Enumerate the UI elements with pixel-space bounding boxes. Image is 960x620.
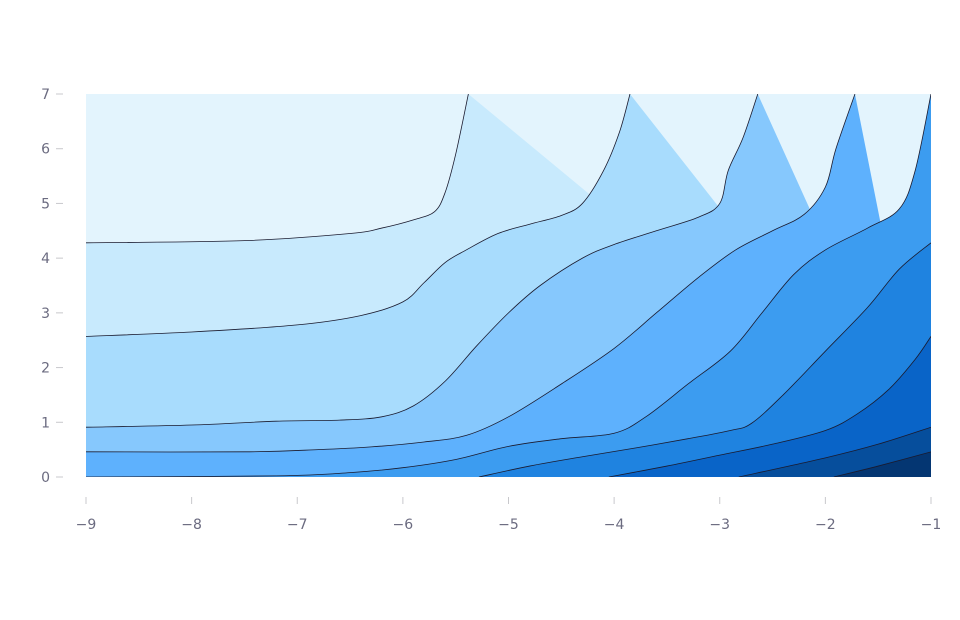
y-tick-label: 7 <box>41 87 50 103</box>
y-tick-label: 3 <box>41 306 50 322</box>
x-tick-label: −3 <box>709 517 730 533</box>
contour-line-6 <box>478 242 931 477</box>
y-tick-label: 6 <box>41 142 50 158</box>
y-tick-label: 1 <box>41 415 50 431</box>
contour-region-7 <box>608 336 931 477</box>
x-axis: −9 −8 −7 −6 −5 −4 −3 −2 −1 <box>76 497 942 533</box>
plot-area <box>86 94 931 477</box>
contour-line-5 <box>86 94 931 477</box>
x-tick-label: −7 <box>287 517 308 533</box>
x-tick-label: −8 <box>181 517 202 533</box>
y-tick-label: 0 <box>41 470 50 486</box>
contour-line-7 <box>608 336 931 477</box>
contour-line-8 <box>738 426 931 477</box>
contour-region-5 <box>86 94 931 477</box>
x-tick-label: −2 <box>815 517 836 533</box>
y-tick-label: 5 <box>41 196 50 212</box>
contour-fills <box>86 94 931 477</box>
x-tick-label: −6 <box>393 517 414 533</box>
x-tick-label: −9 <box>76 517 97 533</box>
contour-line-1 <box>86 94 469 244</box>
contour-region-9 <box>833 451 931 477</box>
contour-line-4 <box>86 94 856 453</box>
x-tick-label: −5 <box>498 517 519 533</box>
contour-region-6 <box>478 242 931 477</box>
contour-line-2 <box>86 94 631 337</box>
x-tick-label: −1 <box>921 517 942 533</box>
y-tick-label: 2 <box>41 361 50 377</box>
contour-lines <box>86 94 931 477</box>
x-tick-label: −4 <box>604 517 625 533</box>
y-tick-label: 4 <box>41 251 50 267</box>
y-axis: 0 1 2 3 4 5 6 7 <box>41 87 63 486</box>
contour-line-3 <box>86 94 759 428</box>
contour-line-9 <box>833 451 931 477</box>
